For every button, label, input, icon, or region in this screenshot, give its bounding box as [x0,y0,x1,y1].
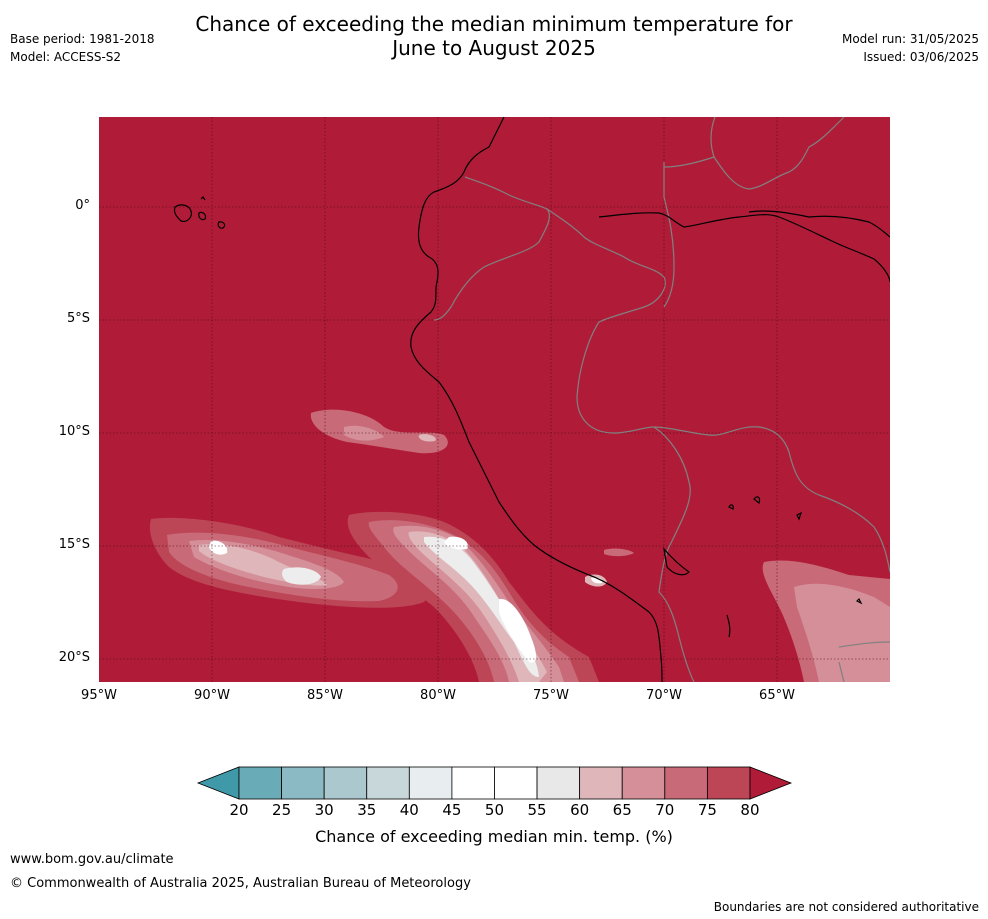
boundaries-disclaimer: Boundaries are not considered authoritat… [713,900,979,914]
model-name: Model: ACCESS-S2 [10,50,122,64]
colorbar-cell [323,766,368,800]
lon-label-95w: 95°W [81,688,117,703]
colorbar-cell [536,766,581,800]
colorbar-cell [281,766,325,800]
colorbar-cell [408,766,453,800]
colorbar-tick-label: 45 [442,801,462,819]
colorbar-cell [706,766,751,800]
colorbar-tick-label: 30 [314,801,334,819]
colorbar-tick-label: 70 [655,801,675,819]
colorbar [196,766,793,800]
model-run: Model run: 31/05/2025 [841,32,979,46]
colorbar-ticks: 20 25 30 35 40 45 50 55 60 65 70 75 80 [0,801,988,821]
lon-label-90w: 90°W [194,688,230,703]
colorbar-cell [366,766,410,800]
colorbar-cells [238,766,751,800]
colorbar-cell [238,766,282,800]
colorbar-tick-label: 55 [527,801,547,819]
colorbar-cell [579,766,623,800]
meta-left: Base period: 1981-2018 Model: ACCESS-S2 [10,30,155,66]
colorbar-tick-label: 65 [612,801,632,819]
lat-label-0: 0° [75,198,90,213]
ocean-anomaly-region [149,409,890,682]
colorbar-high-extend [749,766,793,800]
lat-label-15s: 15°S [58,537,90,552]
colorbar-label: Chance of exceeding median min. temp. (%… [315,827,673,846]
website-link[interactable]: www.bom.gov.au/climate [10,852,174,867]
lat-label-20s: 20°S [58,650,90,665]
lon-label-65w: 65°W [759,688,795,703]
base-period: Base period: 1981-2018 [10,32,155,46]
lon-label-85w: 85°W [307,688,343,703]
country-borders [433,117,890,682]
colorbar-tick-label: 80 [740,801,760,819]
meta-right: Model run: 31/05/2025 Issued: 03/06/2025 [842,30,979,66]
map-title: Chance of exceeding the median minimum t… [0,12,988,60]
colorbar-tick-label: 25 [272,801,292,819]
colorbar-tick-label: 60 [570,801,590,819]
title-line-1: Chance of exceeding the median minimum t… [195,12,793,36]
colorbar-cell [494,766,538,800]
colorbar-low-extend [196,766,240,800]
coastline [173,117,890,682]
forecast-map[interactable] [99,117,890,682]
colorbar-cell [664,766,708,800]
lat-label-10s: 10°S [58,424,90,439]
lon-label-70w: 70°W [646,688,682,703]
lon-label-80w: 80°W [420,688,456,703]
issued-date: Issued: 03/06/2025 [863,50,979,64]
colorbar-cell [621,766,666,800]
lat-label-5s: 5°S [66,311,90,326]
colorbar-tick-label: 40 [399,801,419,819]
colorbar-tick-label: 35 [357,801,377,819]
colorbar-tick-label: 75 [697,801,717,819]
title-line-2: June to August 2025 [392,36,596,60]
graticule [99,117,890,682]
copyright-text: © Commonwealth of Australia 2025, Austra… [10,876,471,891]
colorbar-cell [451,766,495,800]
colorbar-tick-label: 50 [484,801,505,819]
colorbar-tick-label: 20 [229,801,249,819]
lon-label-75w: 75°W [533,688,569,703]
